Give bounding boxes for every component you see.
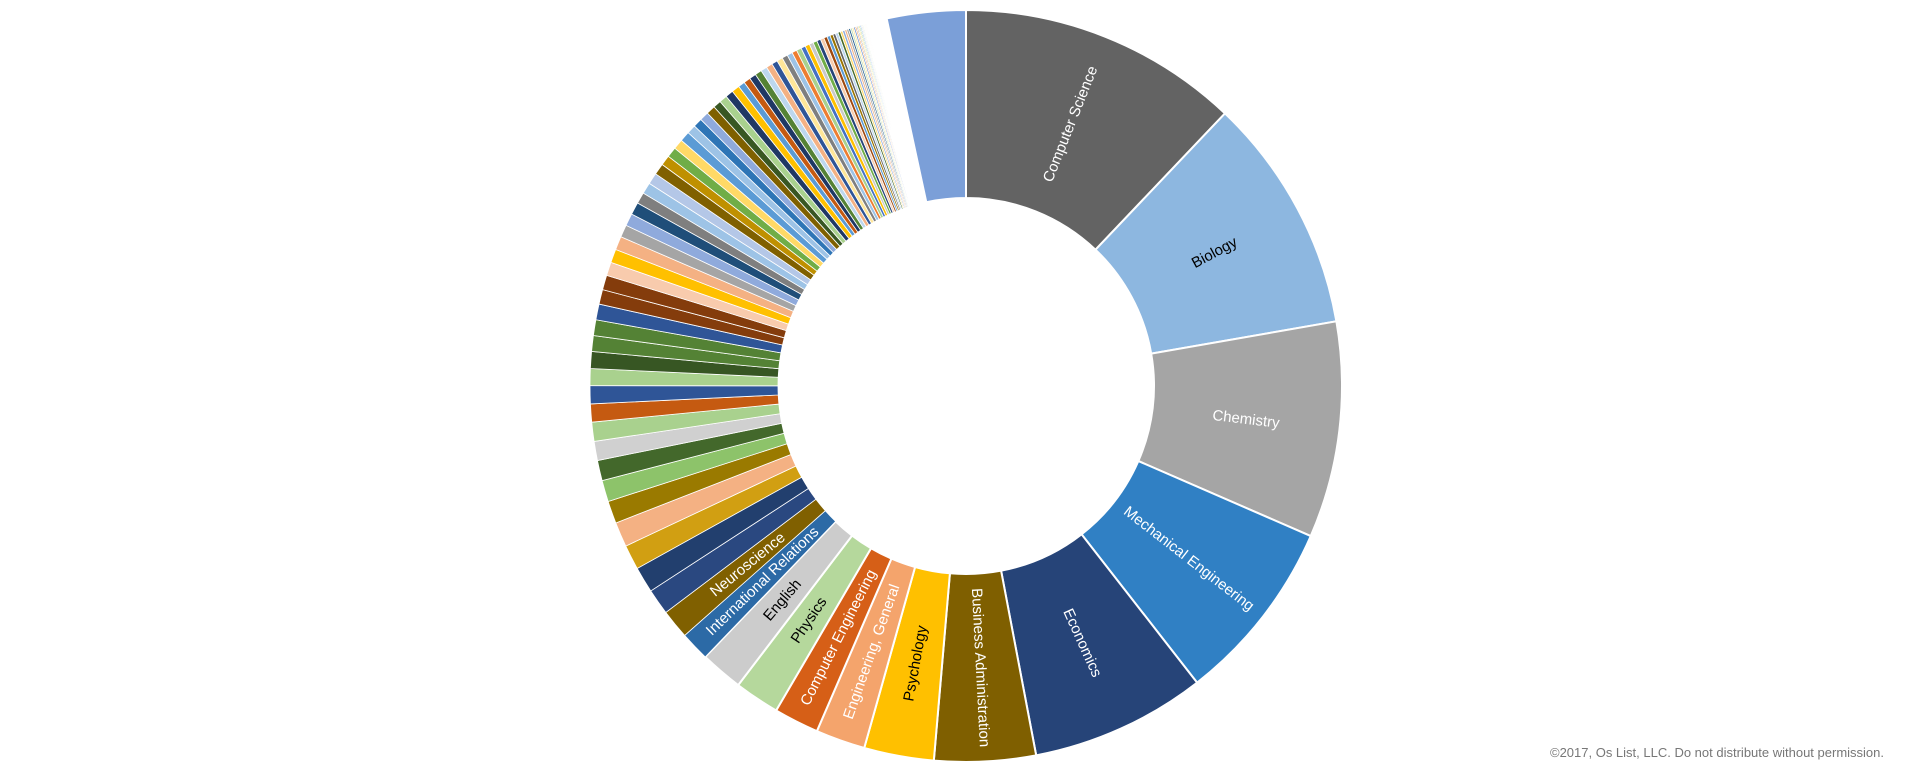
donut-slice-97 xyxy=(885,8,967,204)
donut-slice-0 xyxy=(965,8,1227,252)
copyright-notice: ©2017, Os List, LLC. Do not distribute w… xyxy=(1549,745,1884,760)
